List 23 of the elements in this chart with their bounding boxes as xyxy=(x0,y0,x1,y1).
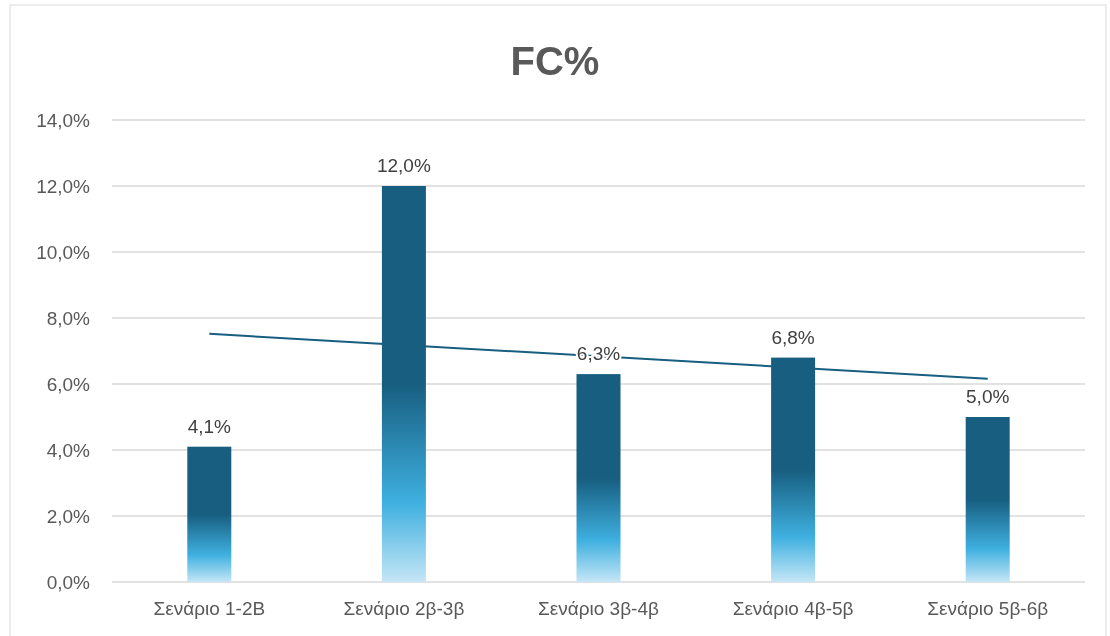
data-label: 5,0% xyxy=(966,386,1010,407)
y-tick-label: 8,0% xyxy=(46,307,91,329)
x-tick-label: Σενάριο 3β-4β xyxy=(538,598,660,619)
y-tick-label: 2,0% xyxy=(46,505,91,527)
bar xyxy=(187,446,232,582)
y-tick-label: 0,0% xyxy=(46,571,91,593)
bar xyxy=(381,186,426,582)
x-tick-label: Σενάριο 1-2Β xyxy=(153,598,266,619)
data-label: 4,1% xyxy=(187,415,232,437)
x-tick-label: Σενάριο 2β-3β xyxy=(343,598,465,619)
y-tick-label: 4,0% xyxy=(46,439,91,461)
bar xyxy=(965,417,1010,582)
y-tick-label: 6,0% xyxy=(46,373,91,395)
x-tick-label: Σενάριο 5β-6β xyxy=(927,598,1049,619)
y-tick-label: 14,0% xyxy=(36,109,91,131)
data-label: 6,8% xyxy=(771,326,815,348)
y-tick-label: 12,0% xyxy=(36,175,91,197)
bar xyxy=(771,357,816,582)
bar xyxy=(576,374,621,582)
y-tick-label: 10,0% xyxy=(36,241,91,263)
data-label: 12,0% xyxy=(376,155,431,176)
chart-title: FC% xyxy=(510,39,600,83)
x-tick-label: Σενάριο 4β-5β xyxy=(732,598,854,619)
